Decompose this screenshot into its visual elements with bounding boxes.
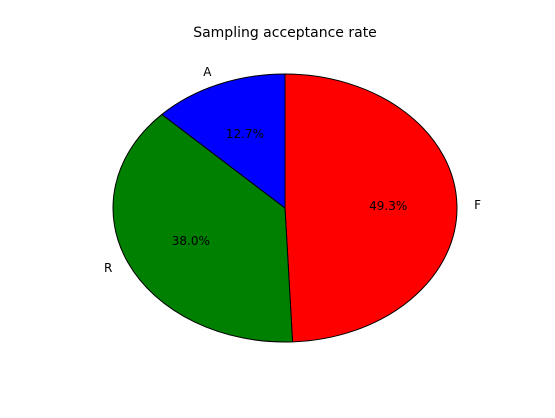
- pie-slices: [112, 73, 458, 343]
- chart-title: Sampling acceptance rate: [193, 25, 377, 41]
- pie-category-label-f: F: [474, 198, 481, 212]
- pie-category-label-a: A: [203, 65, 212, 79]
- pie-slice-r: [112, 113, 294, 343]
- pie-pct-label-f: 49.3%: [369, 199, 407, 213]
- pie-labels: 49.3% F 38.0% R 12.7% A: [104, 65, 481, 275]
- pie-slice-f: [284, 73, 458, 343]
- pie-pct-label-r: 38.0%: [172, 234, 210, 248]
- pie-category-label-r: R: [104, 261, 112, 275]
- pie-pct-label-a: 12.7%: [226, 127, 264, 141]
- pie-slice-a: [161, 73, 286, 210]
